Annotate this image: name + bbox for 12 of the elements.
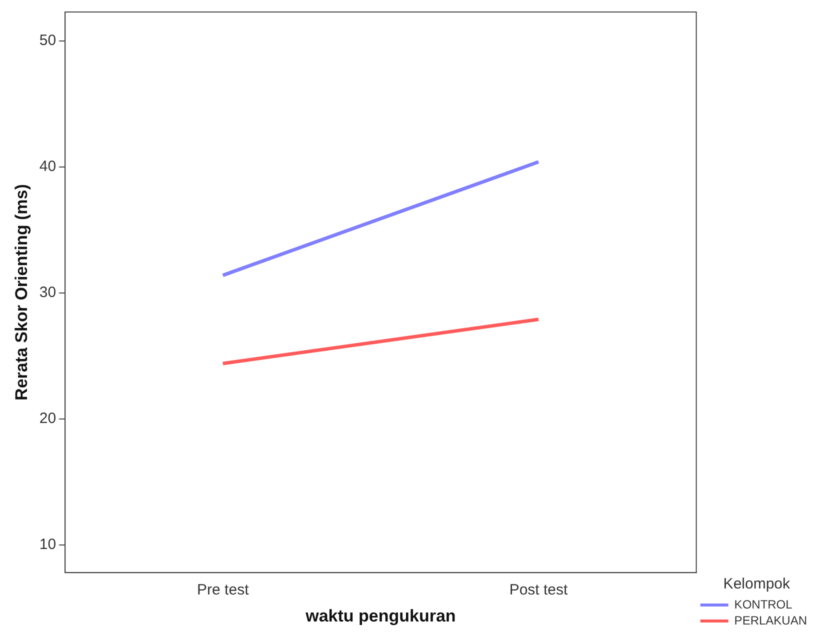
x-tick-label: Post test xyxy=(509,582,569,599)
y-tick-label: 50 xyxy=(39,32,56,50)
y-tick-label: 40 xyxy=(39,158,56,176)
legend-label: KONTROL xyxy=(734,597,793,612)
x-axis-title: waktu pengukuran xyxy=(304,606,456,626)
x-tick-label: Pre test xyxy=(197,582,250,599)
y-tick-label: 30 xyxy=(39,284,56,302)
legend-label: PERLAKUAN xyxy=(734,613,808,628)
y-tick-label: 10 xyxy=(39,536,56,554)
y-axis-title: Rerata Skor Orienting (ms) xyxy=(12,184,31,400)
y-tick-label: 20 xyxy=(39,410,56,428)
legend-title: Kelompok xyxy=(723,576,791,593)
